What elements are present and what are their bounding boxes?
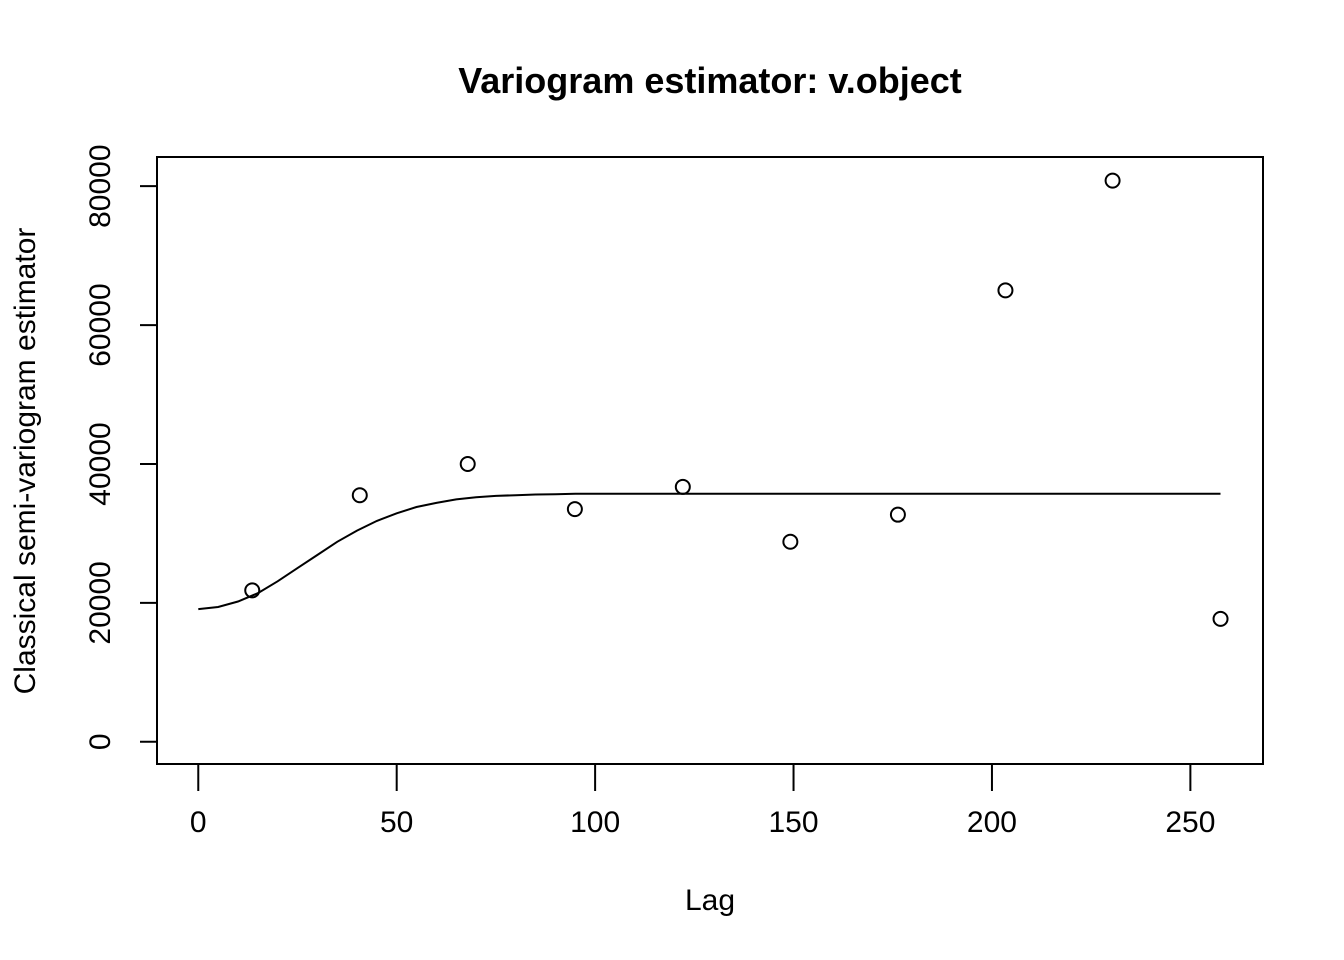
plot-frame bbox=[156, 156, 1264, 765]
y-tick-label: 60000 bbox=[84, 283, 117, 366]
x-tick-label: 150 bbox=[769, 806, 819, 839]
fitted-variogram-line bbox=[198, 492, 1221, 611]
y-axis: 0 20000 40000 60000 80000 bbox=[84, 144, 157, 750]
y-tick-label: 80000 bbox=[84, 144, 117, 227]
x-axis: 0 50 100 150 200 250 bbox=[190, 763, 1215, 839]
data-points bbox=[244, 172, 1229, 627]
data-point bbox=[351, 487, 368, 504]
x-axis-label: Lag bbox=[685, 884, 735, 917]
y-tick-label: 20000 bbox=[84, 561, 117, 644]
data-point bbox=[244, 582, 261, 599]
data-point bbox=[782, 533, 799, 550]
data-point bbox=[566, 501, 583, 518]
x-tick-label: 200 bbox=[967, 806, 1017, 839]
x-tick-label: 100 bbox=[570, 806, 620, 839]
data-point bbox=[889, 506, 906, 523]
data-point bbox=[997, 282, 1014, 299]
data-point bbox=[459, 455, 476, 472]
y-tick-label: 40000 bbox=[84, 422, 117, 505]
data-point bbox=[1104, 172, 1121, 189]
data-point bbox=[1212, 610, 1229, 627]
x-tick-label: 50 bbox=[380, 806, 413, 839]
x-tick-label: 250 bbox=[1165, 806, 1215, 839]
data-point bbox=[674, 478, 691, 495]
chart-title: Variogram estimator: v.object bbox=[458, 60, 962, 101]
x-tick-label: 0 bbox=[190, 806, 207, 839]
y-axis-label: Classical semi-variogram estimator bbox=[9, 228, 42, 695]
y-tick-label: 0 bbox=[84, 733, 117, 750]
